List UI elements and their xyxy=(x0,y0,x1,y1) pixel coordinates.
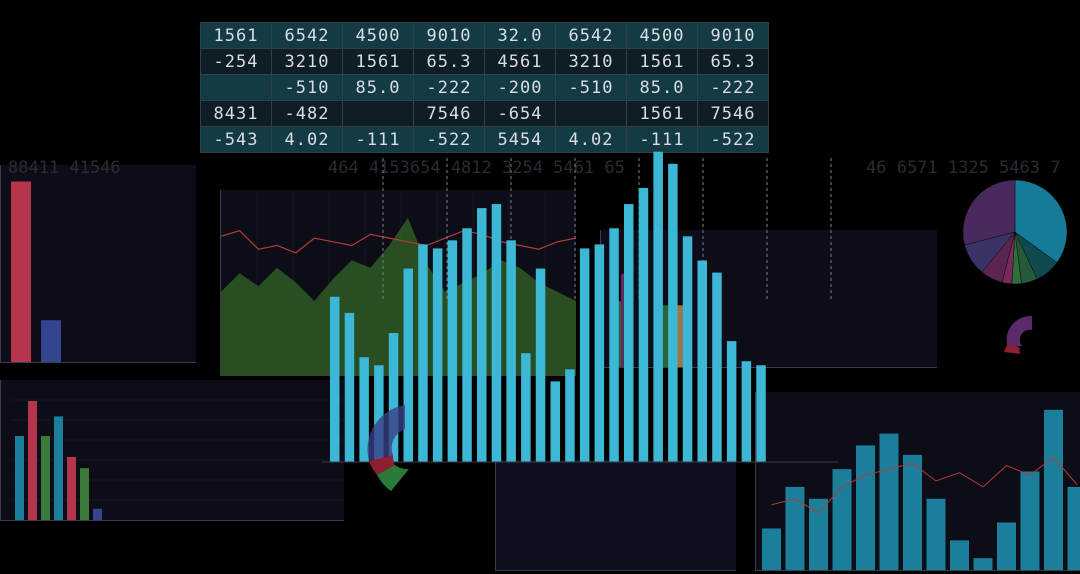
bar xyxy=(595,244,605,462)
bar xyxy=(698,261,708,463)
bar xyxy=(492,204,502,462)
bar xyxy=(639,188,649,462)
bar xyxy=(448,240,458,462)
bar xyxy=(668,164,678,462)
bar xyxy=(742,361,752,462)
bar xyxy=(551,381,561,462)
semi-donut xyxy=(355,395,435,495)
donut-arc xyxy=(1000,312,1050,372)
bar xyxy=(624,204,634,462)
bar xyxy=(477,208,487,462)
bar xyxy=(565,369,575,462)
bar xyxy=(756,365,766,462)
bar xyxy=(683,236,693,462)
donut-segment xyxy=(1007,316,1032,348)
bar xyxy=(462,228,472,462)
bar xyxy=(727,341,737,462)
bar xyxy=(506,240,516,462)
bar xyxy=(330,297,340,462)
bar xyxy=(536,269,546,462)
pie-chart xyxy=(955,176,1075,296)
bar xyxy=(345,313,355,462)
bar xyxy=(609,228,619,462)
bar xyxy=(653,152,663,462)
bar xyxy=(712,273,722,462)
donut-segment xyxy=(367,405,405,461)
bar xyxy=(521,353,531,462)
bar xyxy=(580,248,590,462)
